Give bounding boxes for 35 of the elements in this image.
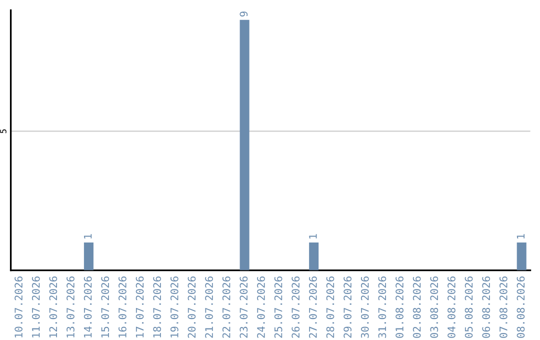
- x-tick-label: 10.07.2026: [14, 276, 23, 338]
- x-tick-label: 23.07.2026: [240, 276, 248, 338]
- x-tick-label: 18.07.2026: [153, 276, 162, 338]
- data-label: 1: [309, 234, 317, 238]
- x-tick-label: 06.08.2026: [482, 276, 490, 338]
- x-tick-label: 25.07.2026: [274, 276, 282, 338]
- data-label: 1: [84, 234, 92, 238]
- x-tick-label: 24.07.2026: [257, 276, 265, 338]
- x-tick-label: 20.07.2026: [188, 276, 196, 338]
- x-tick-label: 01.08.2026: [396, 276, 404, 338]
- x-tick-label: 14.07.2026: [84, 276, 92, 338]
- x-tick-label: 30.07.2026: [360, 276, 369, 338]
- x-tick-label: 19.07.2026: [170, 276, 178, 338]
- x-tick-label: 29.07.2026: [344, 276, 352, 338]
- data-label: 1: [516, 234, 525, 238]
- x-tick-label: 04.08.2026: [448, 276, 456, 338]
- x-tick-label: 31.07.2026: [378, 276, 386, 338]
- x-tick-label: 17.07.2026: [136, 276, 144, 338]
- x-tick-label: 21.07.2026: [205, 276, 213, 338]
- y-tick-label: 5: [0, 129, 6, 134]
- x-tick-label: 13.07.2026: [66, 276, 74, 338]
- x-tick-label: 03.08.2026: [430, 276, 438, 338]
- data-label: 9: [240, 12, 248, 17]
- x-tick-label: 11.07.2026: [32, 276, 40, 338]
- x-tick-label: 08.08.2026: [516, 276, 525, 338]
- x-tick-label: 02.08.2026: [412, 276, 421, 338]
- x-tick-label: 27.07.2026: [309, 276, 317, 338]
- x-tick-label: 07.08.2026: [499, 276, 508, 338]
- x-tick-label: 16.07.2026: [118, 276, 126, 338]
- x-tick-label: 22.07.2026: [222, 276, 230, 338]
- x-tick-label: 05.08.2026: [464, 276, 473, 338]
- x-tick-label: 28.07.2026: [326, 276, 334, 338]
- x-tick-label: 12.07.2026: [49, 276, 58, 338]
- x-tick-label: 26.07.2026: [292, 276, 300, 338]
- x-tick-label: 15.07.2026: [101, 276, 110, 338]
